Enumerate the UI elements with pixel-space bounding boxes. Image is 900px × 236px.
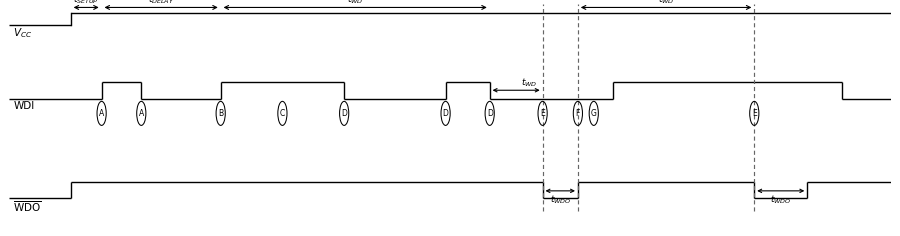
Text: $t_{WD}$: $t_{WD}$ bbox=[658, 0, 674, 6]
Text: $t_{WDO}$: $t_{WDO}$ bbox=[770, 194, 791, 206]
Text: A: A bbox=[99, 109, 104, 118]
Text: D: D bbox=[341, 109, 347, 118]
Text: $t_{WD}$: $t_{WD}$ bbox=[347, 0, 364, 6]
Text: A: A bbox=[139, 109, 144, 118]
Text: F: F bbox=[576, 109, 580, 118]
Text: $\overline{\mathrm{WDO}}$: $\overline{\mathrm{WDO}}$ bbox=[14, 199, 41, 214]
Text: E: E bbox=[540, 109, 545, 118]
Text: D: D bbox=[487, 109, 492, 118]
Text: $t_{WD}$: $t_{WD}$ bbox=[521, 76, 537, 89]
Text: C: C bbox=[280, 109, 285, 118]
Text: WDI: WDI bbox=[14, 101, 35, 111]
Text: $V_{CC}$: $V_{CC}$ bbox=[14, 27, 32, 40]
Text: D: D bbox=[443, 109, 448, 118]
Text: G: G bbox=[590, 109, 597, 118]
Text: B: B bbox=[218, 109, 223, 118]
Text: $t_{SETUP}$: $t_{SETUP}$ bbox=[73, 0, 99, 6]
Text: $t_{WDO}$: $t_{WDO}$ bbox=[550, 194, 571, 206]
Text: $t_{DELAY}$: $t_{DELAY}$ bbox=[148, 0, 175, 6]
Text: E: E bbox=[752, 109, 757, 118]
